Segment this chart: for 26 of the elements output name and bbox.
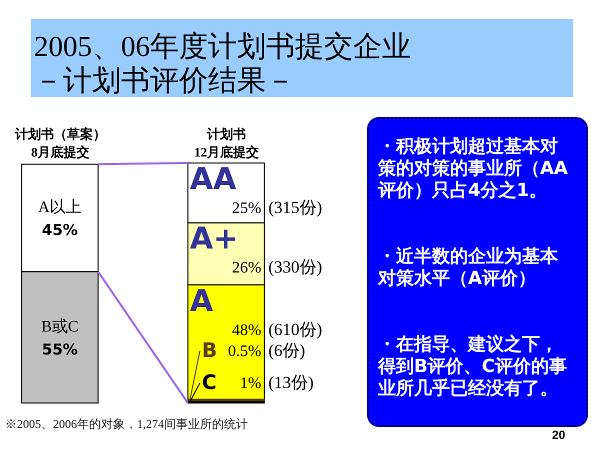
x-tick-label: 计划书 12月底提交: [194, 126, 260, 160]
annotation: (315份): [268, 198, 322, 217]
data-label: 1%: [240, 375, 262, 392]
annotation: (6份): [268, 341, 306, 360]
series-label: B或C: [41, 317, 79, 336]
series-label: A以上: [38, 198, 82, 216]
series-label: AA: [190, 162, 238, 197]
series-label: A+: [190, 222, 238, 257]
data-label: 26%: [232, 260, 262, 277]
series-label: B: [202, 338, 218, 362]
text: 20: [552, 428, 566, 442]
x-tick-label: 计划书（草案） 8月底提交: [14, 126, 106, 160]
data-label: 25%: [232, 200, 262, 217]
data-label: 0.5%: [228, 343, 262, 360]
data-label: 48%: [232, 322, 262, 339]
annotation: (610份): [268, 320, 322, 339]
data-label: 55%: [42, 340, 78, 358]
data-label: 45%: [42, 220, 78, 239]
annotation: (13份): [268, 373, 314, 392]
legend-label: C: [202, 370, 217, 394]
series-label: A: [190, 284, 214, 319]
text: ※2005、2006年的对象，1,274间事业所的统计: [5, 416, 248, 433]
note-panel: ・积极计划超过基本对策的对策的事业所（AA评价）只占4分之1。 ・近半数的企业为基本对策水平（A评价） ・在指导、建议之下，得到B评价、C评价的事业所几乎已经没有了。: [367, 117, 588, 427]
chart-subtitle: －计划书评价结果－: [34, 65, 295, 97]
annotation: (330份): [268, 258, 322, 277]
chart-title: 2005、06年度计划书提交企业: [34, 31, 411, 63]
